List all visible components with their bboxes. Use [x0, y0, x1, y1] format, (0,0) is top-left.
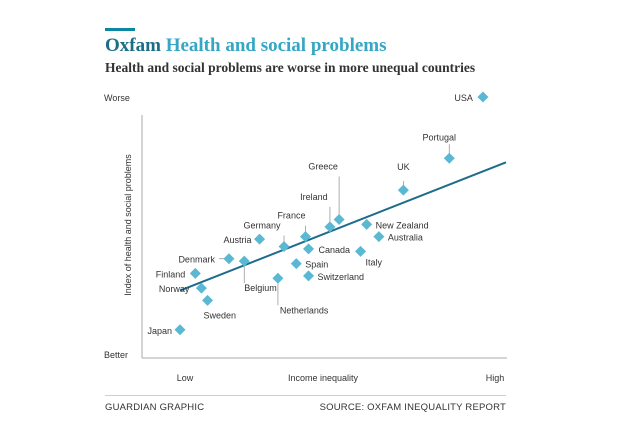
point-label-canada: Canada: [319, 245, 351, 255]
data-point-norway: [195, 282, 207, 294]
y-tick-label-better: Better: [104, 350, 128, 360]
data-point-australia: [373, 231, 385, 243]
data-point-sweden: [202, 294, 214, 306]
point-label-japan: Japan: [147, 326, 172, 336]
trendline: [179, 161, 507, 292]
point-label-ireland: Ireland: [300, 192, 328, 202]
point-label-belgium: Belgium: [244, 283, 277, 293]
point-label-switzerland: Switzerland: [318, 272, 365, 282]
data-point-uk: [397, 184, 409, 196]
point-label-austria: Austria: [224, 235, 252, 245]
chart-subtitle: Health and social problems are worse in …: [105, 60, 476, 75]
data-point-japan: [174, 324, 186, 336]
x-tick-label-high: High: [486, 373, 505, 383]
footer-divider: [105, 395, 506, 396]
point-label-denmark: Denmark: [178, 255, 215, 265]
data-point-switzerland: [303, 270, 315, 282]
y-axis-title: Index of health and social problems: [123, 154, 133, 296]
data-point-denmark: [223, 253, 235, 265]
point-label-portugal: Portugal: [423, 132, 457, 142]
accent-rule: [105, 28, 135, 31]
x-tick-label-low: Low: [177, 373, 194, 383]
point-label-uk: UK: [397, 162, 410, 172]
data-point-finland: [189, 267, 201, 279]
title-text: Health and social problems: [165, 35, 387, 56]
data-point-belgium: [238, 255, 250, 267]
chart-title: Oxfam Health and social problems: [105, 35, 387, 57]
data-point-usa: [477, 91, 489, 103]
data-point-netherlands: [272, 272, 284, 284]
data-point-portugal: [443, 152, 455, 164]
credit-text: GUARDIAN GRAPHIC: [105, 402, 205, 413]
point-label-finland: Finland: [156, 269, 186, 279]
data-point-ireland: [324, 221, 336, 233]
data-point-austria: [254, 233, 266, 245]
point-label-usa: USA: [454, 93, 473, 103]
point-label-netherlands: Netherlands: [280, 305, 329, 315]
x-axis-title: Income inequality: [288, 373, 359, 383]
data-point-new-zealand: [361, 218, 373, 230]
point-label-greece: Greece: [308, 162, 338, 172]
data-point-france: [299, 231, 311, 243]
brand-name: Oxfam: [105, 35, 161, 56]
point-label-france: France: [277, 211, 305, 221]
data-point-greece: [333, 214, 345, 225]
data-point-spain: [290, 258, 302, 270]
y-tick-label-worse: Worse: [104, 93, 130, 103]
point-label-italy: Italy: [366, 257, 383, 267]
data-point-canada: [303, 243, 315, 255]
point-label-germany: Germany: [244, 220, 282, 230]
point-label-sweden: Sweden: [204, 310, 237, 320]
data-point-germany: [278, 240, 290, 252]
source-text: SOURCE: OXFAM INEQUALITY REPORT: [319, 402, 506, 413]
point-label-new-zealand: New Zealand: [376, 220, 429, 230]
point-label-spain: Spain: [305, 260, 328, 270]
point-label-norway: Norway: [159, 284, 190, 294]
data-point-italy: [355, 245, 367, 257]
point-label-australia: Australia: [388, 233, 423, 243]
